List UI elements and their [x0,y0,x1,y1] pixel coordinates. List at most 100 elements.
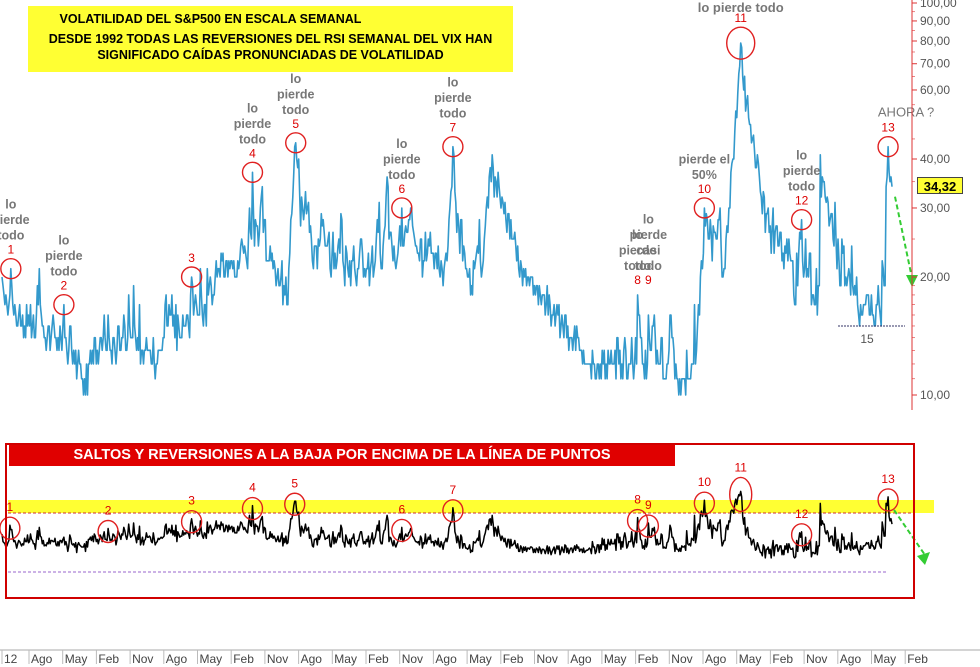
x-tick-label: Ago [31,652,53,666]
peak-annotation-10-line: pierde el [679,152,730,166]
x-tick-label: May [334,652,357,666]
rsi-peak-circle-8 [626,508,649,533]
title-box: VOLATILIDAD DEL S&P500 EN ESCALA SEMANAL… [28,6,513,72]
peak-number-1: 1 [7,243,14,257]
peak-annotation-6-line: lo [396,137,407,151]
peak-annotation-12-line: todo [788,180,815,194]
peak-annotation-8-line: lo [632,228,643,242]
x-tick-label: Feb [368,652,389,666]
peak-number-4: 4 [249,146,256,160]
price-down-arrow [894,196,913,279]
x-tick-label: May [604,652,627,666]
peak-annotation-7-line: todo [439,107,466,121]
rsi-peak-number-9: 9 [645,498,652,512]
x-tick-label: Nov [537,652,558,666]
peak-annotation-2-line: lo [58,234,69,248]
x-tick-label: Ago [166,652,188,666]
current-price-label: 34,32 [917,177,963,194]
rsi-peak-circle-2 [97,519,119,544]
y-tick-label: 30,00 [920,201,950,215]
peak-annotation-8-line: pierde [619,244,657,258]
peak-circle-4 [241,161,264,183]
peak-circle-1 [0,257,22,280]
rsi-highlight-band [8,500,934,513]
peak-number-10: 10 [698,182,712,196]
rsi-peak-number-5: 5 [291,476,298,490]
peak-circle-5 [285,132,307,154]
rsi-peak-circle-11 [729,476,753,513]
peak-circle-6 [391,197,413,219]
peak-number-5: 5 [292,117,299,131]
x-tick-label: May [874,652,897,666]
x-tick-label: May [200,652,223,666]
peak-annotation-4-line: todo [239,132,266,146]
rsi-peak-circle-6 [391,518,413,543]
peak-annotation-5-line: pierde [277,87,315,101]
x-tick-label: May [739,652,762,666]
peak-annotation-9-line: lo [643,213,654,227]
peak-annotation-6-line: todo [388,168,415,182]
peak-circle-10 [693,197,716,219]
peak-annotation-11: lo pierde todo [698,0,784,15]
x-tick-label: Nov [132,652,153,666]
peak-annotation-6-line: pierde [383,152,421,166]
x-tick-label: May [65,652,88,666]
peak-annotation-2-line: todo [50,265,77,279]
rsi-peak-number-2: 2 [105,504,112,518]
peak-number-2: 2 [61,279,68,293]
support-label: 15 [860,332,874,346]
title-line-1: VOLATILIDAD DEL S&P500 EN ESCALA SEMANAL [59,12,362,26]
rsi-peak-number-6: 6 [398,502,405,516]
rsi-peak-number-10: 10 [698,475,712,489]
x-tick-label: Feb [98,652,119,666]
peak-number-6: 6 [398,182,405,196]
rsi-line [1,490,893,559]
rsi-peak-number-11: 11 [734,460,747,474]
rsi-peak-circle-4 [241,496,264,521]
peak-annotation-4-line: lo [247,101,258,115]
peak-circle-7 [442,135,464,158]
vix-price-line [1,42,893,396]
peak-circle-3 [180,266,203,288]
rsi-peak-number-7: 7 [450,483,457,497]
peak-annotation-5-line: todo [282,103,309,117]
peak-annotation-9-line: pierde [630,228,668,242]
peak-annotation-1-line: pierde [0,213,30,227]
peak-annotation-10-line: 50% [692,168,717,182]
peak-annotation-2-line: pierde [45,249,83,263]
rsi-peak-number-1: 1 [7,500,14,514]
peak-number-11: 11 [734,11,747,25]
peak-circle-13 [877,135,899,158]
rsi-peak-number-4: 4 [249,481,256,495]
x-tick-label: May [469,652,492,666]
x-tick-label: Feb [907,652,928,666]
peak-circle-2 [53,293,75,316]
peak-number-7: 7 [450,121,457,135]
rsi-peak-circle-7 [442,499,464,523]
peak-annotation-1-line: todo [0,229,25,243]
y-tick-label: 80,00 [920,34,950,48]
peak-annotation-7-line: pierde [434,91,472,105]
peak-annotation-7-line: lo [447,76,458,90]
peak-circle-12 [790,209,813,231]
x-tick-label: Ago [840,652,862,666]
x-tick-label: Nov [402,652,423,666]
now-annotation: AHORA ? [878,105,934,120]
peak-number-13: 13 [881,121,895,135]
rsi-peak-circle-9 [637,514,660,538]
x-tick-label: Ago [435,652,457,666]
peak-annotation-4-line: pierde [234,117,272,131]
x-tick-label: Feb [638,652,659,666]
rsi-arrow-head [917,552,930,565]
rsi-panel-frame [5,443,915,599]
peak-annotation-9-line: todo [635,259,662,273]
peak-number-12: 12 [795,194,809,208]
y-tick-label: 90,00 [920,14,950,28]
rsi-peak-circle-3 [180,509,203,534]
peak-number-3: 3 [188,251,195,265]
x-tick-label: Ago [570,652,592,666]
x-tick-label: Feb [233,652,254,666]
y-tick-label: 10,00 [920,388,950,402]
rsi-peak-number-12: 12 [795,507,809,521]
